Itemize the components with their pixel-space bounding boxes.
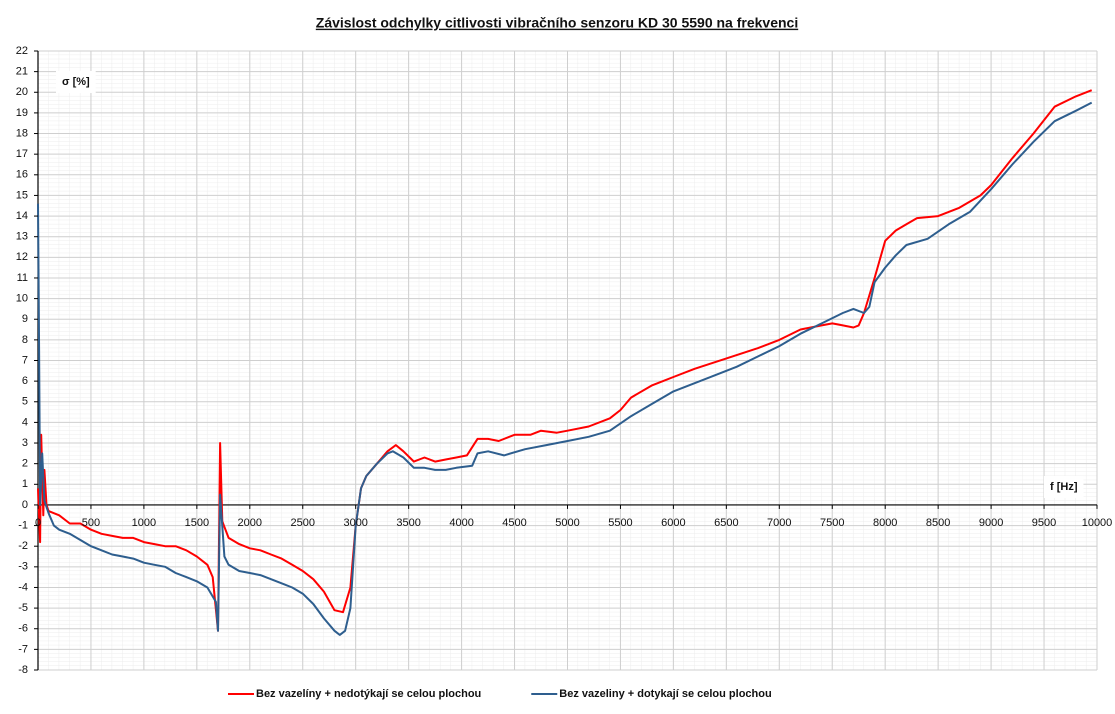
labels: -8-7-6-5-4-3-2-1012345678910111213141516… (16, 45, 1113, 700)
y-tick-label: -2 (18, 540, 28, 552)
y-tick-label: 5 (22, 396, 28, 408)
x-tick-label: 10000 (1082, 517, 1113, 529)
y-tick-label: 4 (22, 416, 28, 428)
y-tick-label: -8 (18, 664, 28, 676)
x-tick-label: 7000 (767, 517, 791, 529)
y-tick-label: 19 (16, 107, 28, 119)
y-tick-label: -6 (18, 623, 28, 635)
chart-title: Závislost odchylky citlivosti vibračního… (316, 15, 798, 31)
y-tick-label: 17 (16, 148, 28, 160)
x-tick-label: 1500 (185, 517, 209, 529)
x-tick-label: 9500 (1032, 517, 1056, 529)
y-axis-label-box (56, 71, 96, 93)
x-tick-label: 3500 (396, 517, 420, 529)
x-tick-label: 500 (82, 517, 100, 529)
x-tick-label: 5500 (608, 517, 632, 529)
y-tick-label: 14 (16, 210, 28, 222)
y-tick-label: 8 (22, 334, 28, 346)
y-tick-label: 0 (22, 499, 28, 511)
x-tick-label: 2000 (238, 517, 262, 529)
x-axis-label-box (1044, 476, 1084, 498)
y-tick-label: 3 (22, 437, 28, 449)
y-tick-label: 2 (22, 458, 28, 470)
x-tick-label: 3000 (343, 517, 367, 529)
series-line (37, 101, 1093, 636)
y-axis-label: σ [%] (62, 76, 90, 88)
y-tick-label: 16 (16, 169, 28, 181)
grid (37, 50, 1098, 671)
x-tick-label: 1000 (132, 517, 156, 529)
x-tick-label: 0 (35, 517, 41, 529)
y-tick-label: 18 (16, 127, 28, 139)
x-tick-label: 5000 (555, 517, 579, 529)
y-tick-label: -1 (18, 519, 28, 531)
y-tick-label: 13 (16, 231, 28, 243)
y-tick-label: 22 (16, 45, 28, 57)
x-tick-label: 6500 (714, 517, 738, 529)
y-tick-label: -5 (18, 602, 28, 614)
y-tick-label: 12 (16, 251, 28, 263)
y-tick-label: 21 (16, 66, 28, 78)
y-tick-label: 7 (22, 354, 28, 366)
y-tick-label: 20 (16, 86, 28, 98)
x-tick-label: 2500 (291, 517, 315, 529)
series-line (37, 89, 1093, 632)
y-tick-label: 9 (22, 313, 28, 325)
y-tick-label: 10 (16, 293, 28, 305)
x-axis-label: f [Hz] (1050, 481, 1078, 493)
legend-label: Bez vazeliny + dotykají se celou plochou (559, 688, 771, 700)
x-tick-label: 6000 (661, 517, 685, 529)
y-tick-label: -4 (18, 581, 28, 593)
x-tick-label: 7500 (820, 517, 844, 529)
y-tick-label: 1 (22, 478, 28, 490)
x-tick-label: 4000 (449, 517, 473, 529)
x-tick-label: 9000 (979, 517, 1003, 529)
y-tick-label: -3 (18, 561, 28, 573)
x-tick-label: 4500 (502, 517, 526, 529)
y-tick-label: 15 (16, 189, 28, 201)
legend-label: Bez vazelíny + nedotýkají se celou ploch… (256, 688, 481, 700)
y-tick-label: -7 (18, 643, 28, 655)
y-tick-label: 6 (22, 375, 28, 387)
x-tick-label: 8500 (926, 517, 950, 529)
x-tick-label: 8000 (873, 517, 897, 529)
plot (37, 89, 1093, 636)
y-tick-label: 11 (17, 272, 28, 284)
